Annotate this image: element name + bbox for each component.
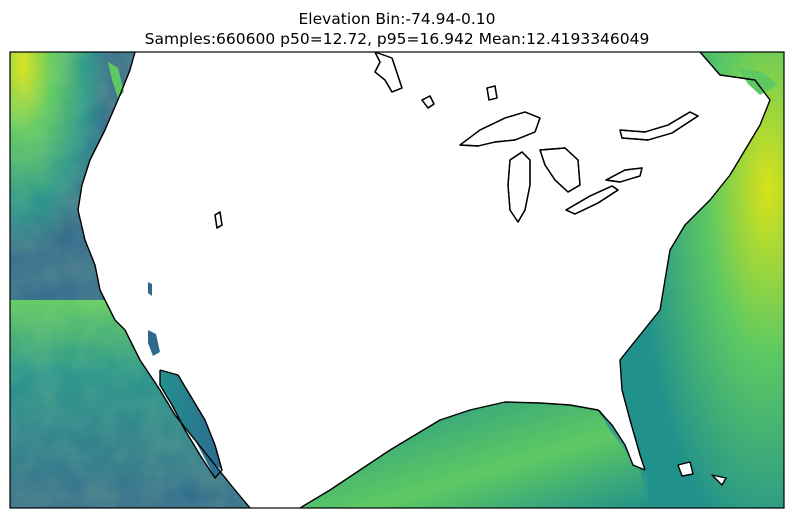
atlantic-ocean [620,52,784,508]
gulf-of-mexico [300,402,650,508]
inland-lake-patch [148,282,152,296]
map-plot-area [10,52,784,508]
figure-title-line-2: Samples:660600 p50=12.72, p95=16.942 Mea… [144,30,650,48]
great-lakes-outline [459,111,699,223]
north-america-land [78,52,770,508]
figure-title-line-1: Elevation Bin:-74.94-0.10 [298,10,496,28]
puget-sound [108,62,124,98]
map-frame [9,51,785,509]
salton-sea [148,330,160,356]
gulf-of-maine-patch [738,68,778,95]
coastline [77,52,251,508]
baja-coastline [159,369,223,479]
northern-lakes-outline [214,52,498,229]
atlantic-coastline [619,52,771,471]
gulf-of-california [160,370,222,478]
caribbean-islands [677,461,727,486]
gulf-coastline [299,401,646,508]
